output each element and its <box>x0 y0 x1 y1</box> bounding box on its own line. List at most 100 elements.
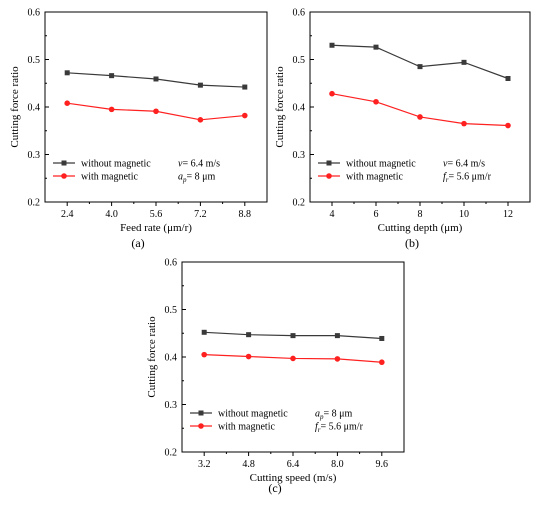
legend-label: with magnetic <box>346 172 403 183</box>
y-tick-label: 0.4 <box>28 103 41 114</box>
y-tick-label: 0.3 <box>165 400 178 411</box>
data-point-square <box>334 333 340 339</box>
x-tick-label: 6.4 <box>287 459 300 470</box>
legend-marker-circle <box>198 423 204 429</box>
data-point-square <box>242 84 248 90</box>
data-point-square <box>505 76 511 81</box>
legend-label: with magnetic <box>218 422 275 433</box>
series-line-without-magnetic <box>331 44 509 80</box>
x-tick-label: 3.2 <box>198 459 211 470</box>
legend-marker-circle <box>61 173 67 179</box>
data-point-square <box>246 332 252 338</box>
data-point-circle <box>379 359 385 366</box>
condition-value: = 8 μm <box>187 172 216 183</box>
data-point-square <box>461 59 467 65</box>
y-tick-label: 0.4 <box>293 103 306 114</box>
condition-symbol: v <box>178 159 183 170</box>
series-line-with-magnetic <box>331 93 509 127</box>
plot-frame <box>44 11 268 203</box>
legend-label: without magnetic <box>81 159 151 170</box>
condition-annotation: ap= 8 μm <box>178 172 216 185</box>
x-tick-label: 7.2 <box>194 209 207 220</box>
x-tick-label: 8.8 <box>239 209 252 220</box>
chart-panel-c: 0.2 0.3 0.4 0.5 0.6 3.2 4.8 6.4 8.0 9.6 Cutting sp… <box>146 258 405 495</box>
data-point-circle <box>290 355 296 362</box>
x-axis-label: Feed rate (μm/r) <box>120 222 192 234</box>
x-tick-label: 12 <box>503 209 513 220</box>
legend-label: without magnetic <box>218 409 288 420</box>
data-point-circle <box>461 120 467 127</box>
condition-value: = 6.4 m/s <box>447 159 485 170</box>
data-point-circle <box>245 353 252 360</box>
x-tick-label: 9.6 <box>376 459 389 470</box>
data-point-circle <box>334 356 341 362</box>
condition-annotation: v= 6.4 m/s <box>178 159 220 170</box>
data-point-circle <box>505 122 511 129</box>
data-point-circle <box>417 114 423 120</box>
data-point-circle <box>153 108 159 115</box>
data-point-circle <box>373 98 379 105</box>
y-tick-label: 0.6 <box>293 8 306 19</box>
y-tick-label: 0.2 <box>293 198 306 209</box>
data-point-square <box>329 42 335 48</box>
condition-symbol: f <box>443 172 447 183</box>
data-point-circle <box>201 351 207 358</box>
condition-symbol: a <box>178 172 183 183</box>
condition-subscript: r <box>318 426 321 434</box>
data-point-circle <box>64 100 70 106</box>
panel-caption: (c) <box>268 481 281 495</box>
condition-subscript: p <box>319 413 324 421</box>
condition-annotation: fr= 5.6 μm/r <box>443 172 492 185</box>
condition-subscript: p <box>182 176 187 184</box>
condition-symbol: v <box>443 159 448 170</box>
y-axis-label: Cutting force ratio <box>146 316 158 398</box>
data-point-square <box>109 73 115 79</box>
x-tick-label: 4 <box>330 209 335 220</box>
x-tick-label: 5.6 <box>150 209 163 220</box>
legend-marker-square <box>326 160 332 166</box>
data-point-square <box>373 44 379 50</box>
y-tick-label: 0.6 <box>165 258 178 269</box>
x-tick-label: 8.0 <box>331 459 344 470</box>
data-point-square <box>417 64 423 70</box>
condition-value: = 5.6 μm/r <box>449 172 492 183</box>
x-axis-label: Cutting speed (m/s) <box>250 472 337 484</box>
legend-marker-circle <box>326 173 332 179</box>
data-point-square <box>201 329 207 335</box>
condition-symbol: f <box>315 422 319 433</box>
data-point-circle <box>197 117 204 123</box>
condition-symbol: a <box>315 409 320 420</box>
x-tick-label: 4.0 <box>105 209 118 220</box>
legend-label: without magnetic <box>346 159 416 170</box>
plot-frame <box>309 11 531 203</box>
y-tick-label: 0.2 <box>165 448 178 459</box>
legend-marker-square <box>61 160 67 166</box>
y-tick-label: 0.5 <box>293 55 306 66</box>
y-axis-label: Cutting force ratio <box>274 66 286 148</box>
data-point-circle <box>329 90 335 97</box>
data-point-square <box>379 335 385 341</box>
x-tick-label: 6 <box>374 209 379 220</box>
data-point-square <box>153 76 159 82</box>
y-axis-label: Cutting force ratio <box>9 66 21 148</box>
condition-value: = 6.4 m/s <box>182 159 220 170</box>
panel-caption: (b) <box>405 236 419 250</box>
x-tick-label: 8 <box>418 209 423 220</box>
condition-value: = 5.6 μm/r <box>321 422 364 433</box>
data-point-square <box>290 333 296 339</box>
chart-panel-a: 0.2 0.3 0.4 0.5 0.6 2.4 4.0 5.6 7.2 8.8 Feed rate … <box>9 8 268 250</box>
condition-annotation: fr= 5.6 μm/r <box>315 422 364 435</box>
data-point-circle <box>108 106 115 113</box>
x-axis-label: Cutting depth (μm) <box>378 222 463 234</box>
data-point-square <box>64 70 70 76</box>
panel-caption: (a) <box>131 236 144 250</box>
x-tick-label: 10 <box>459 209 469 220</box>
y-tick-label: 0.5 <box>28 55 41 66</box>
y-tick-label: 0.5 <box>165 305 178 316</box>
data-point-circle <box>242 112 248 119</box>
condition-annotation: ap= 8 μm <box>315 409 353 422</box>
y-tick-label: 0.3 <box>293 150 306 161</box>
chart-panel-b: 0.2 0.3 0.4 0.5 0.6 4 6 8 10 12 Cutting depth (μm)… <box>274 8 531 250</box>
